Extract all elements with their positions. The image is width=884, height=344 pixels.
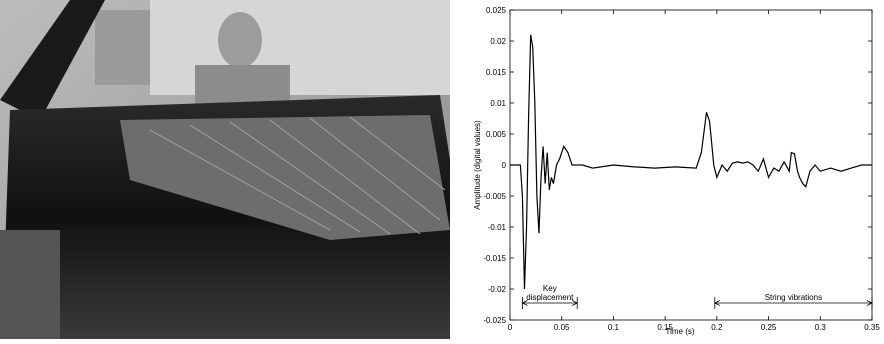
plot-frame [509,9,873,321]
x-tick-label: 0 [508,323,513,332]
y-tick-label: 0.01 [490,99,506,108]
x-tick-label: 0.05 [554,323,570,332]
cylinders [95,10,150,85]
arrow-head [713,300,720,306]
string-lines [149,116,446,235]
y-axis-label: Amplitude (digital values) [473,120,482,210]
arrow-head [866,300,873,306]
arrow-head [521,300,528,306]
x-tick-label: 0.15 [657,323,673,332]
x-tick-label: 0.35 [864,323,880,332]
annotation-text: Key [543,284,557,293]
chart: Time (s) Amplitude (digital values) -0.0… [473,6,880,336]
x-tick-label: 0.1 [608,323,620,332]
x-tick-label: 0.25 [761,323,777,332]
y-tick-label: 0 [502,161,507,170]
y-tick-label: -0.005 [483,192,506,201]
x-axis-label: Time (s) [665,327,694,336]
piano-photo [0,0,450,339]
arrow-head [572,300,579,306]
piano-lid [0,0,105,120]
y-tick-label: 0.025 [486,6,507,15]
x-tick-label: 0.2 [711,323,723,332]
head [218,12,262,68]
y-tick-label: 0.02 [490,37,506,46]
annotation-text: displacement [526,293,574,302]
y-tick-label: -0.015 [483,254,506,263]
piano-strings [120,115,450,240]
y-tick-label: -0.025 [483,316,506,325]
x-tick-label: 0.3 [815,323,827,332]
y-tick-label: 0.005 [486,130,507,139]
y-tick-label: -0.01 [488,223,507,232]
annotation-text: String vibrations [765,293,822,302]
y-tick-label: 0.015 [486,68,507,77]
waveform [510,34,872,290]
floor-equipment [0,230,60,339]
y-tick-label: -0.02 [488,285,507,294]
torso [195,65,290,105]
